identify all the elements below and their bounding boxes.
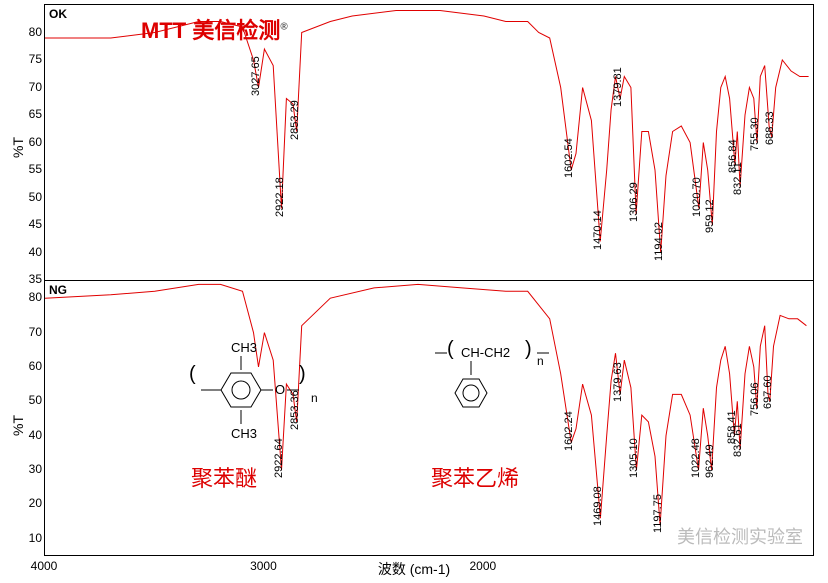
- ytick: 50: [29, 190, 42, 204]
- peak-label: 832.61: [732, 424, 744, 458]
- ytick: 40: [29, 428, 42, 442]
- svg-text:(: (: [189, 363, 196, 385]
- svg-text:): ): [299, 363, 306, 385]
- peak-label: 1020.70: [691, 177, 703, 217]
- brand-logo: MTT MTT 美信检测 美信检测®: [141, 13, 288, 45]
- spectrum-ok: [45, 5, 813, 280]
- ytick: 80: [29, 25, 42, 39]
- peak-label: 1602.54: [563, 138, 575, 178]
- svg-text:(: (: [447, 338, 454, 360]
- ytick: 70: [29, 325, 42, 339]
- y-ticks: 35 40 45 50 55 60 65 70 75 80 10 20 30 40 50 60 70 80: [0, 0, 44, 556]
- x-axis-label: 波数 (cm-1): [0, 559, 828, 579]
- panel-ok: OK 3027.652922.182853.291602.541470.1413…: [45, 5, 813, 280]
- plot-area: OK 3027.652922.182853.291602.541470.1413…: [44, 4, 814, 556]
- peak-label: 1379.63: [612, 363, 624, 403]
- ytick: 70: [29, 80, 42, 94]
- registered-mark: ®: [280, 22, 287, 33]
- svg-text:): ): [525, 338, 532, 360]
- peak-label: 3027.65: [250, 56, 262, 96]
- svg-text:n: n: [311, 391, 318, 405]
- ytick: 30: [29, 462, 42, 476]
- ytick: 40: [29, 245, 42, 259]
- ytick: 80: [29, 290, 42, 304]
- ytick: 75: [29, 52, 42, 66]
- peak-label: 1469.08: [592, 486, 604, 526]
- anno-ppe: 聚苯醚: [191, 461, 257, 493]
- peak-label: 962.49: [704, 444, 716, 478]
- peak-label: 1305.10: [628, 438, 640, 478]
- peak-label: 832.11: [732, 162, 744, 195]
- ytick: 45: [29, 217, 42, 231]
- peak-label: 1022.48: [690, 438, 702, 478]
- peak-label: 1194.02: [653, 222, 665, 261]
- anno-ps: 聚苯乙烯: [431, 461, 519, 493]
- svg-text:CH-CH2: CH-CH2: [461, 345, 510, 360]
- svg-text:O: O: [275, 382, 285, 397]
- chart-frame: %T %T 3540455055606570758010203040506070…: [0, 0, 828, 583]
- peak-label: 2853.29: [289, 100, 301, 140]
- peak-label: 959.12: [704, 199, 716, 233]
- peak-label: 1470.14: [592, 210, 604, 250]
- ytick: 35: [29, 272, 42, 286]
- peak-label: 2922.64: [273, 438, 285, 478]
- peak-label: 688.33: [764, 111, 776, 145]
- ytick: 50: [29, 393, 42, 407]
- ytick: 60: [29, 135, 42, 149]
- ytick: 55: [29, 162, 42, 176]
- watermark: 美信检测实验室: [677, 523, 803, 549]
- peak-label: 1379.81: [612, 67, 624, 107]
- ytick: 65: [29, 107, 42, 121]
- peak-label: 1306.29: [628, 182, 640, 222]
- svg-text:CH3: CH3: [231, 340, 257, 355]
- ytick: 20: [29, 496, 42, 510]
- peak-label: 756.06: [749, 383, 761, 417]
- peak-label: 1197.75: [652, 494, 664, 533]
- peak-label: 755.30: [749, 117, 761, 151]
- ppe-structure: CH3 CH3 O ( ) n: [165, 340, 325, 443]
- svg-text:CH3: CH3: [231, 426, 257, 440]
- ytick: 10: [29, 531, 42, 545]
- ps-structure: ( CH-CH2 ) n: [425, 335, 565, 438]
- peak-label: 2922.18: [274, 177, 286, 217]
- svg-text:n: n: [537, 354, 544, 368]
- peak-label: 697.60: [762, 376, 774, 410]
- ytick: 60: [29, 359, 42, 373]
